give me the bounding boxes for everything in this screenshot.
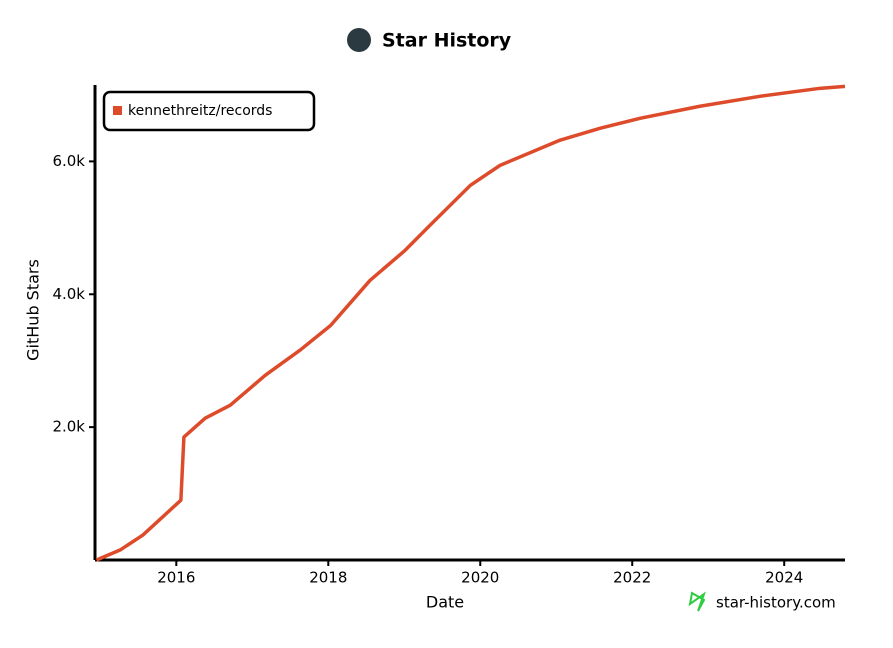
x-axis-label: Date <box>426 593 464 612</box>
x-tick-label: 2024 <box>765 569 803 587</box>
legend-box <box>102 90 316 132</box>
legend-swatch <box>113 106 122 115</box>
x-tick-label: 2018 <box>309 569 347 587</box>
watermark: star-history.com <box>716 594 836 612</box>
y-tick-label: 6.0k <box>52 152 85 170</box>
x-tick-label: 2022 <box>613 569 651 587</box>
watermark-logo <box>688 591 706 612</box>
chart-title: Star History <box>382 30 512 52</box>
line <box>95 84 846 562</box>
y-tick-label: 4.0k <box>52 285 85 303</box>
legend-label: kennethreitz/records <box>128 103 272 119</box>
y-axis-label: GitHub Stars <box>24 259 43 361</box>
x-tick-label: 2016 <box>157 569 195 587</box>
y-tick-label: 2.0k <box>52 418 85 436</box>
x-tick-label: 2020 <box>461 569 499 587</box>
avatar <box>347 28 371 52</box>
